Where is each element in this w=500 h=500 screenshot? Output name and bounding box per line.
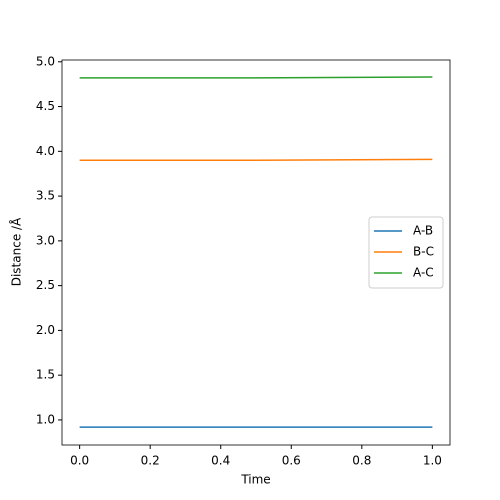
legend-label: A-C: [413, 266, 434, 280]
y-tick-label: 1.5: [36, 368, 55, 382]
y-tick-label: 4.5: [36, 99, 55, 113]
x-tick-label: 0.6: [282, 454, 301, 468]
plot-frame: [61, 59, 451, 446]
x-axis-label: Time: [240, 473, 270, 487]
y-tick-label: 1.0: [36, 412, 55, 426]
legend-label: A-B: [413, 224, 433, 238]
x-tick-label: 0.8: [352, 454, 371, 468]
y-tick-label: 4.0: [36, 144, 55, 158]
y-tick-label: 2.0: [36, 323, 55, 337]
y-tick-label: 3.5: [36, 189, 55, 203]
y-tick-label: 3.0: [36, 233, 55, 247]
legend-label: B-C: [413, 245, 434, 259]
x-tick-label: 0.4: [211, 454, 230, 468]
legend-box: [368, 216, 444, 289]
y-axis-label: Distance /Å: [9, 217, 24, 286]
x-tick-label: 1.0: [423, 454, 442, 468]
y-tick-label: 5.0: [36, 54, 55, 68]
y-tick-label: 2.5: [36, 278, 55, 292]
series-line: [79, 158, 433, 162]
x-tick-label: 0.0: [70, 454, 89, 468]
series-line: [79, 76, 433, 79]
x-tick-label: 0.2: [141, 454, 160, 468]
